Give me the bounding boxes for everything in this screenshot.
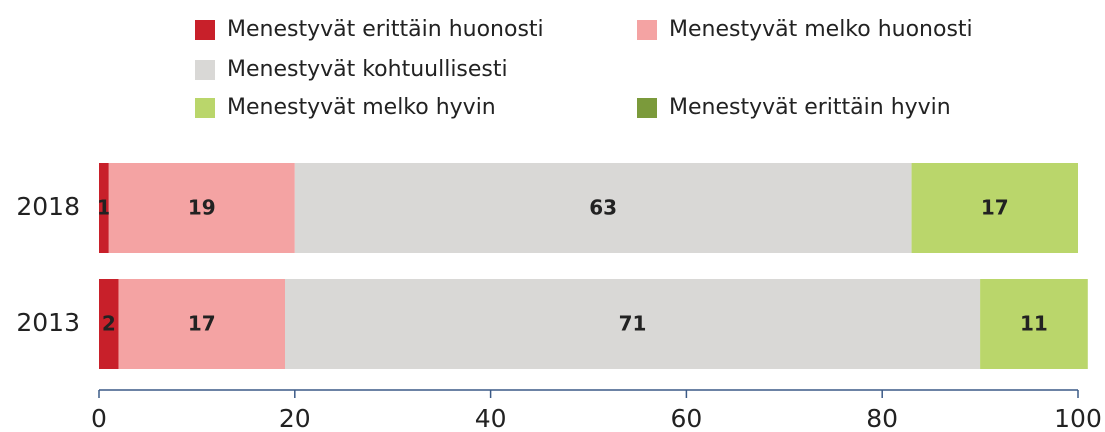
- bar-segment: [294, 163, 912, 253]
- data-label: 71: [619, 312, 647, 336]
- data-label: 17: [981, 196, 1009, 220]
- x-tick-label: 80: [866, 404, 898, 432]
- legend-swatch: [637, 98, 657, 118]
- data-label: 17: [188, 312, 216, 336]
- y-tick-label: 2018: [16, 192, 80, 221]
- bar-segment: [911, 163, 1078, 253]
- legend-swatch: [195, 20, 215, 40]
- x-tick-label: 0: [91, 404, 107, 432]
- bar-segment: [118, 279, 286, 369]
- data-label: 63: [589, 196, 617, 220]
- data-label: 19: [188, 196, 216, 220]
- legend-swatch: [637, 20, 657, 40]
- bar-segment: [99, 279, 119, 369]
- x-tick-label: 40: [475, 404, 507, 432]
- y-tick-label: 2013: [16, 308, 80, 337]
- legend-label: Menestyvät melko hyvin: [227, 95, 496, 120]
- bar-segment: [980, 279, 1088, 369]
- data-label: 2: [102, 312, 116, 336]
- legend-label: Menestyvät erittäin hyvin: [669, 95, 951, 120]
- legend-swatch: [195, 98, 215, 118]
- legend-label: Menestyvät melko huonosti: [669, 17, 973, 42]
- x-tick-label: 100: [1054, 404, 1102, 432]
- bar-segment: [285, 279, 981, 369]
- legend-label: Menestyvät erittäin huonosti: [227, 17, 544, 42]
- bar-segment: [99, 163, 109, 253]
- legend-swatch: [195, 60, 215, 80]
- legend-label: Menestyvät kohtuullisesti: [227, 57, 508, 82]
- x-tick-label: 20: [279, 404, 311, 432]
- data-label: 1: [97, 196, 111, 220]
- bar-segment: [108, 163, 295, 253]
- data-label: 11: [1020, 312, 1048, 336]
- x-tick-label: 60: [670, 404, 702, 432]
